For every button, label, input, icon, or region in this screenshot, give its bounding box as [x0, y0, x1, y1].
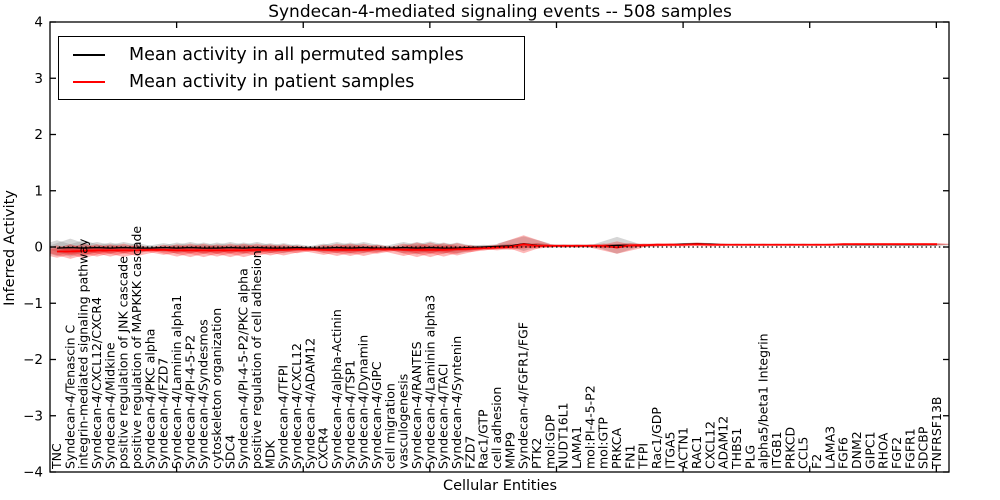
x-category-label: alpha5/beta1 Integrin — [756, 333, 771, 469]
line-layer — [56, 242, 937, 253]
x-category-label: PTK2 — [529, 438, 544, 469]
y-axis-tick-label: −1 — [23, 296, 43, 312]
x-category-label: FGF2 — [889, 437, 904, 469]
x-category-label: cytoskeleton organization — [209, 308, 224, 469]
x-category-label: Syndecan-4/TFPI — [276, 365, 291, 469]
x-category-label: RHOA — [876, 432, 891, 469]
x-category-label: FZD7 — [462, 436, 477, 469]
x-category-label: Rac1/GTP — [476, 409, 491, 469]
x-category-label: NUDT16L1 — [556, 402, 571, 469]
x-category-label: TNFRSF13B — [929, 397, 944, 470]
x-category-label: Syndecan-4/TACI — [436, 364, 451, 469]
x-category-label: vasculogenesis — [396, 374, 411, 469]
x-category-label: Syndecan-4/ADAM12 — [302, 338, 317, 469]
x-category-label: FN1 — [622, 445, 637, 470]
x-category-label: Syndecan-4/alpha-Actinin — [329, 309, 344, 469]
x-category-label: TFPI — [636, 443, 651, 470]
x-category-label: SDC4 — [222, 435, 237, 469]
x-category-label: CCL5 — [796, 437, 811, 469]
patient-mean-line — [57, 243, 937, 253]
y-axis-tick-label: 1 — [34, 183, 43, 199]
x-category-label: PLG — [742, 445, 757, 469]
x-category-label: mol:GDP — [542, 414, 557, 469]
x-category-label: Syndecan-4/Syndesmos — [196, 319, 211, 469]
x-category-label: SDCBP — [916, 426, 931, 469]
x-category-label: Syndecan-4/FZD7 — [156, 358, 171, 469]
patient-line-sample — [73, 80, 105, 83]
x-category-label: Rac1/GDP — [649, 407, 664, 469]
x-category-label: PRKCD — [782, 427, 797, 469]
x-category-label: PRKCA — [609, 428, 624, 469]
x-category-label: positive regulation of JNK cascade — [116, 256, 131, 469]
x-category-label: MMP9 — [502, 432, 517, 469]
x-category-label: Syndecan-4/CXCL12 — [289, 343, 304, 469]
x-category-label: cell adhesion — [489, 387, 504, 469]
x-category-label: Syndecan-4/PKC alpha — [142, 329, 157, 469]
x-category-label: THBS1 — [729, 428, 744, 470]
x-category-label: Syndecan-4/Dynamin — [356, 335, 371, 469]
x-category-label: mol:GTP — [596, 417, 611, 469]
legend: Mean activity in all permuted samples Me… — [58, 36, 525, 100]
x-category-label: F2 — [809, 454, 824, 469]
y-axis-tick-label: −2 — [23, 352, 43, 368]
x-category-label: FGF6 — [836, 437, 851, 469]
legend-entry-patient: Mean activity in patient samples — [73, 69, 524, 95]
x-category-label: Syndecan-4/FGFR1/FGF — [516, 322, 531, 469]
x-category-label: Syndecan-4/Syntenin — [449, 336, 464, 469]
y-axis-tick-label: 2 — [34, 127, 43, 143]
x-category-label: mol:PI-4-5-P2 — [582, 385, 597, 469]
x-category-label: positive regulation of MAPKKK cascade — [129, 226, 144, 469]
x-category-label: ITGB1 — [769, 431, 784, 469]
x-category-label: Syndecan-4/RANTES — [409, 341, 424, 469]
x-category-label: Syndecan-4/CXCL12/CXCR4 — [89, 297, 104, 469]
x-category-label: RAC1 — [689, 436, 704, 469]
x-axis-label: Cellular Entities — [442, 478, 558, 494]
x-category-label: cell migration — [382, 383, 397, 469]
x-category-label: Syndecan-4/GIPC — [369, 361, 384, 469]
x-category-label: Syndecan-4/TSP1 — [342, 360, 357, 469]
y-axis-tick-label: −4 — [23, 465, 43, 481]
x-category-label: Syndecan-4/Tenascin C — [62, 324, 77, 469]
x-category-label: LAMA3 — [822, 426, 837, 469]
y-axis-label: Inferred Activity — [2, 190, 18, 306]
x-category-label: Syndecan-4/Midkine — [102, 342, 117, 469]
x-category-label: ITGA5 — [662, 431, 677, 469]
x-category-label: LAMA1 — [569, 426, 584, 469]
y-axis-tick-label: 3 — [34, 71, 43, 87]
permuted-line-sample — [73, 53, 105, 56]
y-axis-tick-label: 0 — [34, 240, 43, 256]
legend-entry-permuted: Mean activity in all permuted samples — [73, 42, 524, 68]
x-category-label: Syndecan-4/PI-4-5-P2/PKC alpha — [236, 268, 251, 469]
x-category-label: ACTN1 — [676, 427, 691, 469]
x-category-label: DNM2 — [849, 431, 864, 469]
x-category-label: MDK — [262, 440, 277, 469]
x-category-label: TNC — [49, 443, 64, 470]
x-category-label: CXCL12 — [702, 421, 717, 469]
y-axis-tick-label: 4 — [34, 15, 43, 31]
legend-label-permuted: Mean activity in all permuted samples — [129, 44, 464, 65]
x-category-label: FGFR1 — [902, 428, 917, 469]
x-category-label: CXCR4 — [316, 427, 331, 469]
y-axis-tick-label: −3 — [23, 408, 43, 424]
x-category-label: integrin-mediated signaling pathway — [76, 238, 91, 469]
x-category-label: Syndecan-4/PI-4-5-P2 — [182, 335, 197, 469]
x-category-label: Syndecan-4/Laminin alpha1 — [169, 295, 184, 469]
x-category-label: Syndecan-4/Laminin alpha3 — [422, 295, 437, 469]
legend-label-patient: Mean activity in patient samples — [129, 71, 415, 92]
x-category-label: ADAM12 — [716, 416, 731, 469]
chart-title: Syndecan-4-mediated signaling events -- … — [268, 2, 732, 22]
x-category-label: positive regulation of cell adhesion — [249, 250, 264, 469]
x-category-label: GIPC1 — [862, 431, 877, 469]
